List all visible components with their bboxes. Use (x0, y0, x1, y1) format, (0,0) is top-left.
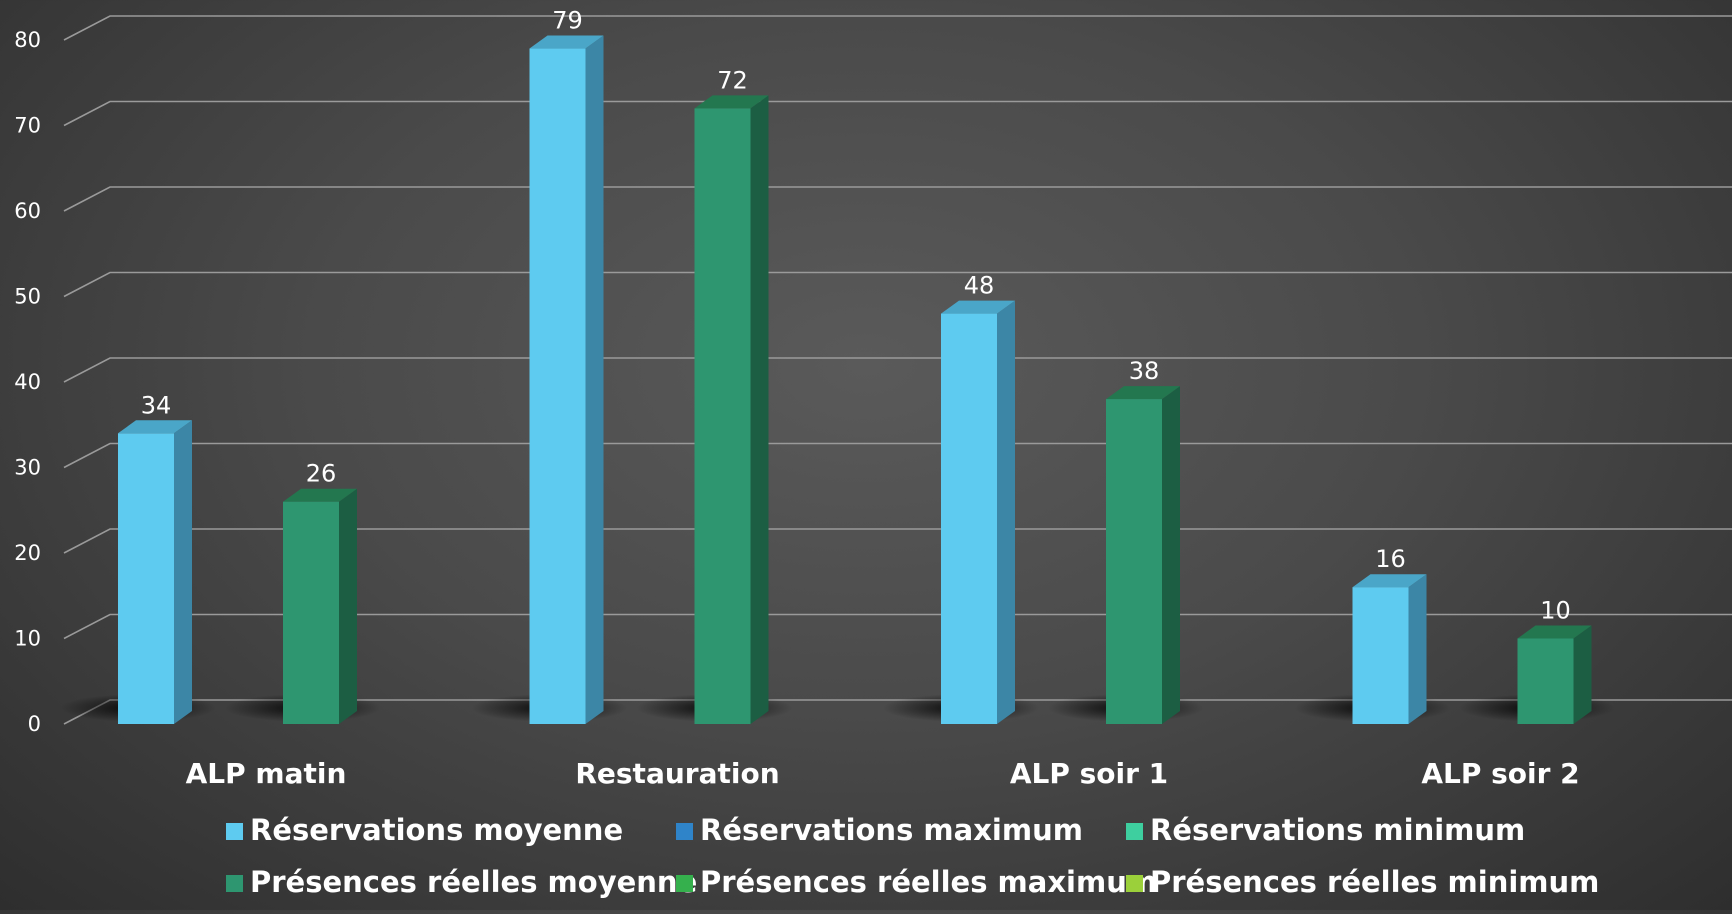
bar-side (1408, 574, 1427, 724)
gridline (63, 357, 1732, 383)
bar-top (1517, 625, 1592, 639)
legend-swatch (1126, 823, 1143, 840)
bar-side (750, 95, 769, 724)
legend-label: Présences réelles maximum (700, 865, 1157, 899)
legend-swatch (226, 823, 243, 840)
legend-swatch (676, 823, 693, 840)
gridline (63, 15, 1732, 41)
legend-label: Présences réelles minimum (1150, 865, 1599, 899)
bar-side (585, 35, 604, 725)
bar (941, 313, 997, 724)
bar-side (1162, 386, 1180, 724)
bar-side (1573, 625, 1592, 724)
bar (694, 108, 751, 724)
bar (529, 48, 586, 725)
x-axis-categories: ALP matin Restauration ALP soir 1 ALP soir … (186, 757, 1580, 790)
bar-top (941, 300, 1015, 314)
gridline (63, 528, 1732, 554)
legend-item: Présences réelles maximum (676, 865, 1157, 899)
legend-swatch (226, 875, 243, 892)
data-label: 72 (717, 66, 748, 94)
y-tick-label: 80 (14, 28, 41, 52)
gridline (63, 271, 1732, 298)
bar (118, 433, 174, 724)
x-category-label: ALP soir 2 (1421, 757, 1579, 790)
x-category-label: ALP matin (186, 757, 347, 790)
legend-item: Réservations moyenne (226, 813, 623, 847)
legend-label: Réservations maximum (700, 813, 1083, 847)
data-label: 34 (141, 391, 172, 419)
y-tick-label: 50 (14, 285, 41, 309)
y-tick-label: 40 (14, 370, 41, 394)
y-tick-label: 70 (14, 114, 41, 138)
bar-top (283, 488, 357, 502)
bar-top (529, 35, 604, 49)
bar (283, 501, 339, 724)
bar-side (339, 488, 357, 724)
y-tick-label: 60 (14, 199, 41, 223)
bar-top (1106, 386, 1180, 400)
gridline (63, 613, 1732, 640)
bar (1517, 638, 1574, 724)
bar (1106, 399, 1162, 724)
gridlines (63, 15, 1732, 725)
bar-top (1352, 574, 1427, 588)
bars (60, 35, 1616, 725)
data-label: 79 (552, 7, 583, 35)
x-category-label: ALP soir 1 (1010, 757, 1168, 790)
data-label: 26 (306, 460, 337, 488)
legend-label: Réservations moyenne (250, 813, 623, 847)
y-tick-label: 10 (14, 627, 41, 651)
legend-label: Présences réelles moyenne (250, 865, 697, 899)
bar-top (694, 95, 769, 109)
bar (1352, 587, 1409, 724)
bar-side (997, 300, 1015, 724)
y-tick-label: 20 (14, 541, 41, 565)
legend-label: Réservations minimum (1150, 813, 1525, 847)
legend-item: Réservations minimum (1126, 813, 1525, 847)
y-tick-label: 0 (28, 712, 41, 736)
data-label: 10 (1540, 597, 1571, 625)
data-labels: 34 26 79 72 48 38 16 10 (141, 7, 1571, 625)
legend: Réservations moyenne Réservations maximum… (226, 813, 1599, 899)
data-label: 38 (1129, 357, 1160, 385)
legend-swatch (1126, 875, 1143, 892)
bar-top (118, 420, 192, 434)
legend-item: Présences réelles moyenne (226, 865, 697, 899)
gridline (63, 442, 1732, 469)
bar-side (174, 420, 192, 724)
legend-item: Réservations maximum (676, 813, 1083, 847)
gridline (63, 186, 1732, 212)
data-label: 16 (1375, 545, 1406, 573)
x-category-label: Restauration (575, 757, 779, 790)
legend-swatch (676, 875, 693, 892)
gridline (63, 100, 1732, 127)
y-axis-ticks: 0 10 20 30 40 50 60 70 80 (14, 28, 41, 736)
legend-item: Présences réelles minimum (1126, 865, 1599, 899)
data-label: 48 (964, 272, 995, 300)
y-tick-label: 30 (14, 456, 41, 480)
